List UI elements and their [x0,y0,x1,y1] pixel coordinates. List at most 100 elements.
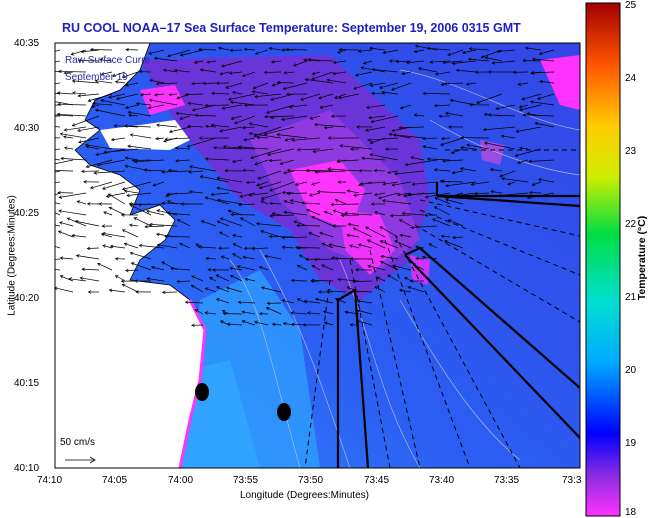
current-vector-head [146,277,150,281]
current-vector-head [355,268,359,272]
current-vector [77,200,87,205]
current-vector [230,274,243,282]
current-vector-head [433,103,438,108]
current-vector-head [215,274,220,278]
current-vector-head [476,100,480,104]
current-vector [490,169,503,172]
current-vector-head [51,104,54,107]
current-vector-head [521,97,525,101]
current-vector-head [312,149,316,154]
current-vector [213,147,243,150]
current-vector [324,322,334,326]
current-vector [374,286,386,293]
current-vector-head [359,182,364,186]
current-vector-head [74,219,79,224]
current-vector-head [402,194,407,198]
current-vector [90,181,113,189]
current-vector [111,137,126,141]
current-vector-head [114,275,119,279]
current-vector-head [164,234,168,239]
current-vector [72,80,100,84]
current-vector [311,280,334,282]
current-vector [94,170,126,174]
current-vector [149,224,178,227]
current-vector-head [518,105,523,109]
current-vector-head [204,287,209,291]
current-vector-head [255,222,260,226]
current-vector [415,258,425,260]
current-vector [333,209,347,216]
current-vector-head [388,59,393,63]
current-vector-head [424,213,428,217]
current-vector-head [439,179,443,184]
current-vector [55,224,61,227]
current-vector-head [328,243,333,247]
current-vector [180,49,204,56]
xtick: 73:35 [494,475,520,486]
current-vector-head [424,195,429,199]
current-vector-head [239,217,244,221]
current-vector-head [528,190,533,195]
current-vector-head [229,274,234,278]
current-vector-head [204,311,209,315]
current-vector-head [422,255,426,259]
current-vector-head [179,242,183,246]
current-vector-head [138,69,143,74]
current-vector-head [512,70,517,75]
current-vector-head [228,71,233,75]
current-vector-head [194,113,199,118]
current-vector [269,181,295,192]
current-vector-head [353,193,357,197]
current-vector-head [35,200,38,203]
current-vector-head [483,112,488,117]
current-vector-head [140,92,144,97]
current-vector-head [199,175,204,179]
current-vector-head [339,144,344,148]
current-vector [519,147,529,150]
current-vector-head [254,162,258,166]
current-vector-head [368,115,372,120]
current-vector [75,220,100,227]
current-vector-head [94,79,99,83]
current-vector [270,93,295,101]
current-vector-head [415,245,419,249]
ytick: 40:10 [14,463,40,474]
current-vector [226,287,243,293]
current-vector-head [93,171,98,175]
current-vector [77,126,100,132]
current-vector [296,225,321,227]
current-vector [187,137,217,148]
current-vector-head [409,279,414,283]
current-vector [207,60,217,63]
current-vector [198,246,217,249]
ytick: 40:35 [14,38,40,49]
current-vector-head [76,200,81,204]
current-vector-head [253,133,258,138]
current-vector [340,145,373,150]
current-vector [256,223,282,227]
current-vector-head [213,146,217,150]
current-vector-head [227,97,232,101]
current-vector-head [48,125,51,128]
current-vector [218,47,230,51]
current-vector [466,82,477,85]
current-vector [128,114,139,117]
current-vector-head [100,98,104,103]
current-vector-head [311,216,315,220]
current-vector-head [283,171,287,175]
current-vector-head [365,128,369,132]
current-vector [201,220,217,227]
current-vector-head [121,283,126,287]
current-vector-head [440,136,445,141]
current-vector-head [71,233,75,238]
current-vector-head [108,206,113,210]
current-vector-head [531,57,536,61]
current-vector-head [80,49,85,54]
current-vector [445,199,464,205]
current-vector-head [79,276,84,280]
current-vector-head [422,145,427,149]
current-vector-head [170,266,174,271]
current-vector [242,320,256,326]
current-vector-head [263,70,268,75]
